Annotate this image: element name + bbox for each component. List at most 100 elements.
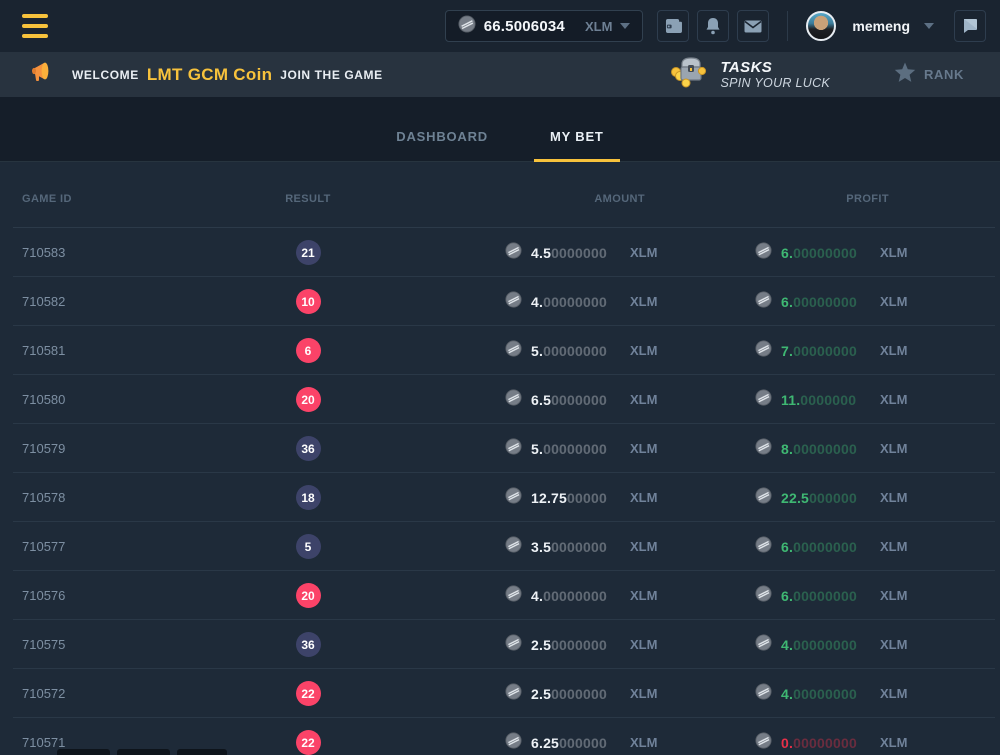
xlm-coin-icon bbox=[755, 585, 772, 607]
tab-dashboard[interactable]: DASHBOARD bbox=[380, 119, 504, 162]
topbar: 66.5006034 XLM memeng bbox=[0, 0, 1000, 52]
result-cell: 36 bbox=[260, 424, 356, 473]
hamburger-bar bbox=[22, 14, 48, 18]
profit-cell: 6.00000000XLM bbox=[755, 522, 907, 571]
profit-value: 11.0000000 bbox=[781, 392, 874, 408]
amount-currency: XLM bbox=[630, 735, 657, 750]
bell-icon bbox=[705, 17, 721, 35]
amount-cell: 2.50000000 XLM bbox=[505, 620, 657, 669]
profit-value: 4.00000000 bbox=[781, 686, 874, 702]
coin-name: LMT GCM Coin bbox=[147, 65, 272, 85]
tasks-text: TASKS SPIN YOUR LUCK bbox=[720, 59, 830, 91]
xlm-coin-icon bbox=[505, 634, 522, 656]
amount-currency: XLM bbox=[630, 686, 657, 701]
result-badge: 22 bbox=[296, 681, 321, 706]
xlm-coin-icon bbox=[505, 242, 522, 264]
banner-right: TASKS SPIN YOUR LUCK RANK bbox=[668, 55, 964, 94]
hamburger-menu-button[interactable] bbox=[22, 14, 48, 38]
result-cell: 10 bbox=[260, 277, 356, 326]
result-cell: 20 bbox=[260, 375, 356, 424]
profit-value: 6.00000000 bbox=[781, 588, 874, 604]
rank-label: RANK bbox=[924, 67, 964, 82]
xlm-coin-icon bbox=[755, 487, 772, 509]
amount-currency: XLM bbox=[630, 637, 657, 652]
table-row: 7105781812.7500000XLM22.5000000XLM bbox=[13, 473, 995, 522]
amount-currency: XLM bbox=[630, 441, 657, 456]
messages-button[interactable] bbox=[737, 10, 769, 42]
header-amount: AMOUNT bbox=[505, 193, 645, 205]
xlm-coin-icon bbox=[505, 340, 522, 362]
tasks-subtitle: SPIN YOUR LUCK bbox=[720, 76, 830, 90]
amount-value: 2.50000000 bbox=[531, 686, 624, 702]
profit-value: 8.00000000 bbox=[781, 441, 874, 457]
welcome-prefix: WELCOME bbox=[72, 68, 139, 82]
amount-value: 4.00000000 bbox=[531, 588, 624, 604]
amount-value: 5.00000000 bbox=[531, 343, 624, 359]
xlm-coin-icon bbox=[755, 634, 772, 656]
welcome-banner: WELCOME LMT GCM Coin JOIN THE GAME TASKS… bbox=[0, 52, 1000, 97]
game-id: 710580 bbox=[22, 375, 65, 424]
result-badge: 20 bbox=[296, 387, 321, 412]
profit-currency: XLM bbox=[880, 588, 907, 603]
notifications-button[interactable] bbox=[697, 10, 729, 42]
table-row: 710580206.50000000XLM11.0000000XLM bbox=[13, 375, 995, 424]
game-id: 710575 bbox=[22, 620, 65, 669]
amount-value: 5.00000000 bbox=[531, 441, 624, 457]
xlm-coin-icon bbox=[505, 389, 522, 411]
header-profit: PROFIT bbox=[755, 193, 889, 205]
result-cell: 6 bbox=[260, 326, 356, 375]
profit-currency: XLM bbox=[880, 490, 907, 505]
profit-cell: 4.00000000XLM bbox=[755, 620, 907, 669]
app-root: 66.5006034 XLM memeng bbox=[0, 0, 1000, 755]
amount-cell: 4.50000000XLM bbox=[505, 228, 657, 277]
profit-currency: XLM bbox=[880, 343, 907, 358]
header-result: RESULT bbox=[260, 193, 356, 205]
footer-peek bbox=[0, 749, 1000, 755]
amount-currency: XLM bbox=[630, 392, 657, 407]
xlm-coin-icon bbox=[755, 340, 772, 362]
game-id: 710582 bbox=[22, 277, 65, 326]
wallet-button[interactable] bbox=[657, 10, 689, 42]
result-badge: 36 bbox=[296, 436, 321, 461]
tasks-button[interactable]: TASKS SPIN YOUR LUCK bbox=[668, 55, 830, 94]
game-id: 710579 bbox=[22, 424, 65, 473]
currency-dropdown-caret-icon[interactable] bbox=[620, 23, 630, 29]
profit-currency: XLM bbox=[880, 294, 907, 309]
profit-currency: XLM bbox=[880, 392, 907, 407]
rank-button[interactable]: RANK bbox=[894, 62, 964, 88]
amount-value: 3.50000000 bbox=[531, 539, 624, 555]
result-badge: 21 bbox=[296, 240, 321, 265]
wallet-icon bbox=[664, 18, 683, 34]
profit-value: 6.00000000 bbox=[781, 294, 874, 310]
amount-currency: XLM bbox=[630, 294, 657, 309]
table-row: 710575362.50000000XLM4.00000000XLM bbox=[13, 620, 995, 669]
profit-cell: 22.5000000XLM bbox=[755, 473, 907, 522]
table-row: 710579 36 5.00000000 XLM 8.00000000XLM bbox=[13, 424, 995, 473]
game-id: 710578 bbox=[22, 473, 65, 522]
result-badge: 6 bbox=[296, 338, 321, 363]
footer-peek-box bbox=[57, 749, 110, 755]
amount-cell: 3.50000000XLM bbox=[505, 522, 657, 571]
welcome-message: WELCOME LMT GCM Coin JOIN THE GAME bbox=[72, 65, 383, 85]
xlm-coin-icon bbox=[755, 438, 772, 460]
hamburger-bar bbox=[22, 24, 48, 28]
profit-value: 7.00000000 bbox=[781, 343, 874, 359]
amount-cell: 12.7500000XLM bbox=[505, 473, 657, 522]
profit-cell: 8.00000000XLM bbox=[755, 424, 907, 473]
amount-value: 2.50000000 bbox=[531, 637, 624, 653]
user-dropdown-caret-icon[interactable] bbox=[924, 23, 934, 29]
amount-cell: 5.00000000XLM bbox=[505, 326, 657, 375]
tab-my-bet[interactable]: MY BET bbox=[534, 119, 620, 162]
user-avatar[interactable] bbox=[806, 11, 836, 41]
banner-left: WELCOME LMT GCM Coin JOIN THE GAME bbox=[30, 60, 383, 89]
chat-button[interactable] bbox=[954, 10, 986, 42]
username-label: memeng bbox=[852, 18, 910, 34]
balance-widget[interactable]: 66.5006034 XLM bbox=[445, 10, 644, 42]
welcome-suffix: JOIN THE GAME bbox=[280, 68, 382, 82]
topbar-divider bbox=[787, 11, 788, 41]
header-game-id: GAME ID bbox=[22, 193, 72, 205]
result-cell: 21 bbox=[260, 228, 356, 277]
amount-cell: 4.00000000XLM bbox=[505, 277, 657, 326]
profit-cell: 6.00000000 XLM bbox=[755, 571, 907, 620]
table-header: GAME ID RESULT AMOUNT PROFIT bbox=[13, 162, 995, 228]
